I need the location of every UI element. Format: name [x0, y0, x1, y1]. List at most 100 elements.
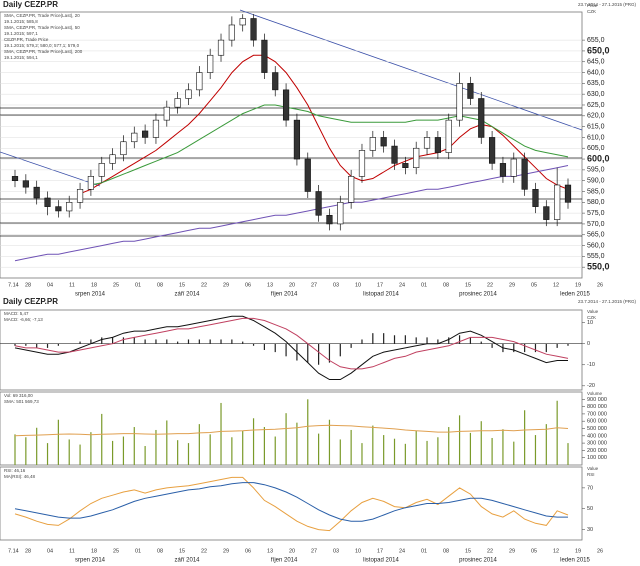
bar [46, 343, 49, 348]
legend-text: SMA, CEZP.PR, Trade Price(Last), 20 [4, 13, 80, 18]
bar [36, 343, 38, 348]
line [14, 315, 568, 380]
candle-body [369, 137, 376, 151]
candle-body [163, 106, 170, 121]
bar [252, 418, 255, 465]
candle-body [488, 137, 496, 164]
candle-body [391, 145, 398, 164]
candle-body [358, 150, 366, 177]
rsi-frame [0, 466, 583, 541]
candle-body [196, 72, 203, 91]
x-tick-label: 15 [465, 282, 471, 288]
bar [339, 343, 341, 357]
candle-body [434, 137, 441, 153]
month-label: září 2014 [174, 558, 200, 564]
bar [155, 339, 157, 344]
legend-text: MA(RSI): 46,48 [4, 474, 36, 479]
bar [458, 415, 461, 465]
bar [567, 443, 569, 465]
candle-body [207, 54, 214, 73]
chart-title: Daily CEZP.PR [3, 297, 58, 306]
bar [318, 433, 320, 465]
bar [491, 437, 493, 465]
bar [480, 421, 482, 465]
x-tick-label: 28 [25, 548, 31, 554]
bar [545, 343, 547, 353]
bar [307, 399, 309, 465]
x-tick-label: 12 [553, 548, 559, 554]
bar [567, 343, 569, 346]
x-tick-label: 28 [25, 282, 31, 288]
x-tick-label: 24 [399, 282, 405, 288]
bar [437, 437, 439, 465]
y-tick-label: 500 000 [587, 426, 607, 432]
candle-body [272, 72, 279, 91]
bar [350, 343, 352, 348]
chart-title: Daily CEZP.PR [3, 0, 58, 9]
y-tick-label: 100 000 [587, 455, 607, 461]
candle-body [326, 214, 333, 225]
legend-text: MACD: -6,66; -7,13 [4, 317, 43, 322]
bar [198, 339, 200, 344]
candle-body [337, 202, 344, 225]
y-tick-label: 645,0 [587, 59, 605, 66]
y-tick-label: 300 000 [587, 441, 607, 447]
bar [524, 410, 526, 465]
unit-label: CZK [587, 9, 596, 14]
candle-body [261, 39, 268, 73]
bar [404, 335, 406, 344]
bar [328, 343, 331, 363]
y-tick-label: 575,0 [587, 210, 605, 217]
x-tick-label: 22 [201, 548, 207, 554]
candle-body [228, 24, 235, 41]
month-label: srpen 2014 [75, 292, 106, 298]
candle-body [521, 158, 528, 190]
month-label: listopad 2014 [363, 292, 399, 298]
x-tick-label: 11 [69, 282, 75, 288]
year-mark: 7.14 [8, 282, 19, 288]
y-tick-label: 565,0 [587, 232, 605, 239]
candle-body [315, 191, 322, 216]
x-tick-label: 19 [575, 282, 581, 288]
candle-body [44, 197, 51, 207]
bar [133, 337, 135, 344]
bar [187, 339, 190, 344]
x-tick-label: 10 [355, 282, 361, 288]
bar [14, 343, 16, 346]
x-tick-label: 15 [179, 548, 185, 554]
x-tick-label: 13 [267, 282, 273, 288]
x-tick-label: 01 [421, 548, 427, 554]
month-label: prosinec 2014 [459, 558, 497, 564]
bar [383, 435, 385, 465]
candle-body [402, 163, 409, 169]
x-tick-label: 27 [311, 548, 317, 554]
bar [101, 413, 103, 465]
bar [469, 337, 472, 344]
legend-text: CEZP.PR, Trade Price [4, 37, 49, 42]
month-label: srpen 2014 [75, 558, 106, 564]
x-tick-label: 01 [135, 282, 141, 288]
month-label: listopad 2014 [363, 558, 399, 564]
month-label: říjen 2014 [271, 292, 298, 298]
bar [458, 335, 461, 344]
trend-line [0, 151, 101, 187]
bar [90, 432, 92, 465]
date-range: 23.7.2014 - 27.1.2015 (PRG) [578, 299, 637, 304]
line [14, 424, 569, 437]
bar [448, 427, 450, 465]
bar [415, 430, 417, 465]
x-tick-label: 29 [223, 548, 229, 554]
bar [144, 446, 146, 465]
bar [68, 439, 70, 465]
legend-text: MACD: 5,47 [4, 311, 29, 316]
candle-body [304, 158, 311, 192]
bar [285, 413, 287, 465]
bar [545, 424, 547, 465]
x-tick-label: 17 [377, 282, 383, 288]
legend-text: SMA, CEZP.PR, Trade Price(Last), 200 [4, 49, 83, 54]
line [14, 317, 569, 370]
y-tick-label: 400 000 [587, 433, 607, 439]
x-tick-label: 06 [245, 548, 251, 554]
x-tick-label: 20 [289, 548, 295, 554]
y-tick-label: 200 000 [587, 448, 607, 454]
